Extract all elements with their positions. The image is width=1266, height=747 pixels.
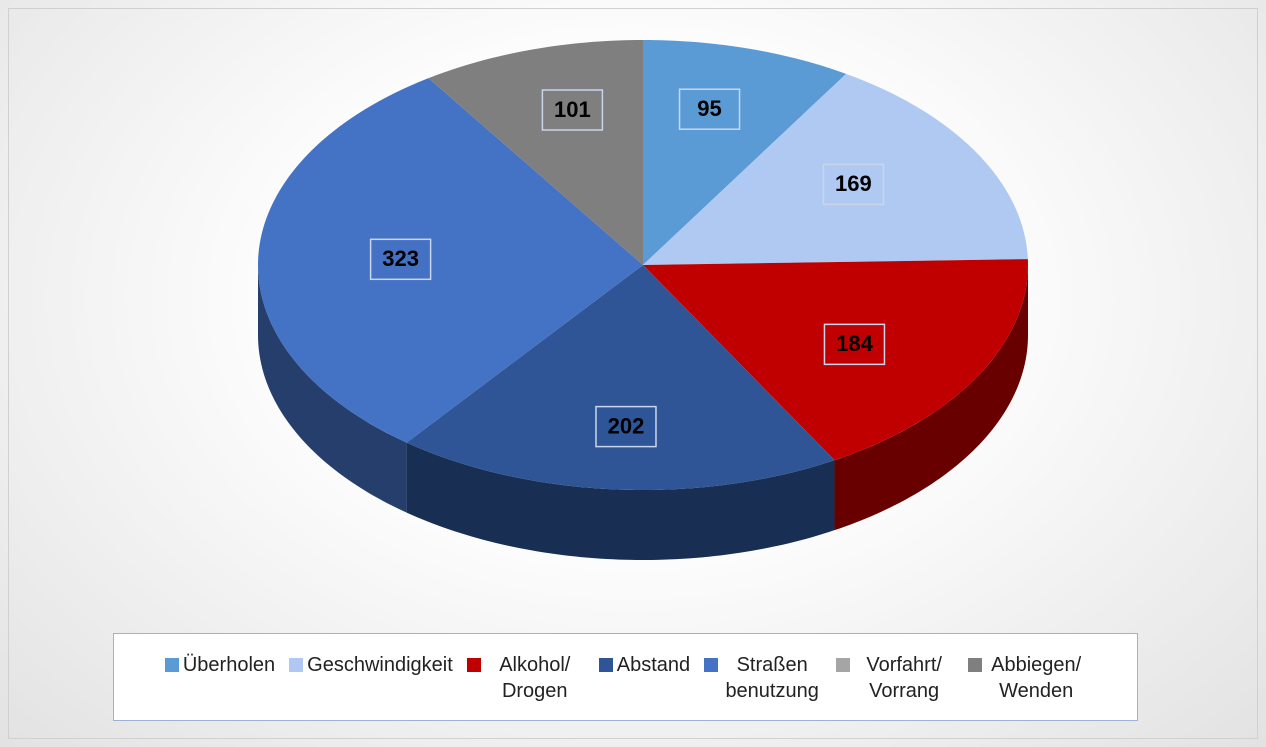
- legend: Überholen Geschwindigkeit Alkohol/ Drogen A…: [113, 633, 1138, 721]
- data-label: 169: [835, 171, 872, 196]
- legend-item: Geschwindigkeit: [289, 652, 453, 678]
- data-label: 184: [836, 331, 873, 356]
- data-label: 95: [697, 96, 721, 121]
- pie-slice: [406, 265, 835, 490]
- pie-side: [834, 265, 1028, 531]
- data-label: 202: [608, 413, 645, 438]
- legend-item: Überholen: [164, 652, 276, 678]
- chart-frame: [8, 8, 1258, 739]
- legend-swatch: [968, 658, 983, 672]
- legend-swatch: [704, 658, 719, 672]
- data-label-box: [822, 163, 885, 206]
- pie-side: [406, 442, 835, 560]
- legend-item: Vorfahrt/ Vorrang: [836, 652, 954, 704]
- pie-slice: [258, 78, 643, 443]
- legend-label: Alkohol/ Drogen: [499, 654, 571, 702]
- legend-swatch: [598, 658, 613, 672]
- data-label: 323: [382, 246, 419, 271]
- legend-item: Abstand: [598, 652, 691, 678]
- legend-label: Überholen: [182, 654, 276, 676]
- legend-label: Vorfahrt/ Vorrang: [866, 654, 942, 702]
- legend-label: Abbiegen/ Wenden: [991, 654, 1082, 702]
- legend-item: Straßen benutzung: [704, 652, 822, 704]
- data-label: 101: [554, 97, 591, 122]
- data-label-box: [595, 405, 657, 448]
- legend-swatch: [466, 658, 481, 672]
- legend-item: Alkohol/ Drogen: [466, 652, 585, 704]
- legend-swatch: [289, 658, 304, 672]
- legend-label: Abstand: [616, 654, 691, 676]
- data-label-box: [678, 88, 741, 130]
- legend-label: Straßen benutzung: [725, 654, 819, 702]
- data-label-box: [369, 238, 432, 281]
- legend-swatch: [836, 658, 851, 672]
- legend-swatch: [164, 658, 179, 672]
- legend-label: Geschwindigkeit: [307, 654, 453, 676]
- data-label-box: [541, 89, 604, 131]
- data-label-box: [823, 323, 886, 366]
- legend-item: Abbiegen/ Wenden: [968, 652, 1086, 704]
- pie-side: [258, 265, 407, 513]
